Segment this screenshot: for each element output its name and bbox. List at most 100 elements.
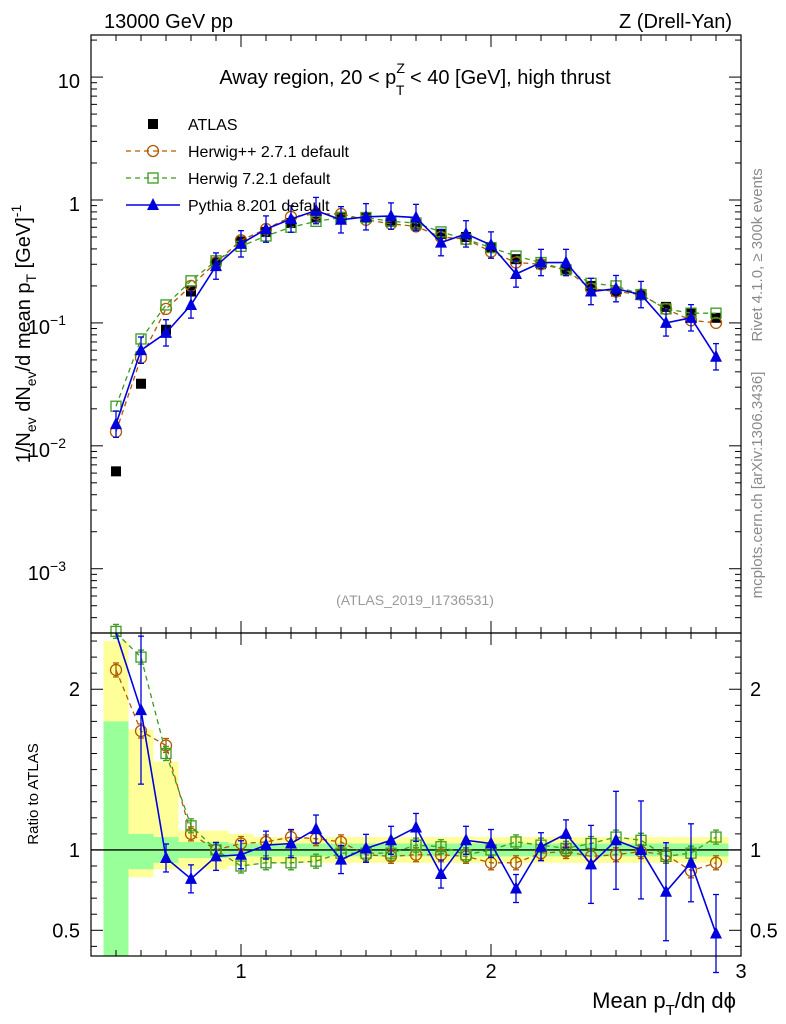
y-tick-label-1: 1 (69, 194, 80, 216)
ratio-pythia-8-201-default-point-2 (160, 850, 172, 863)
legend-pythia-8-201-default-label: Pythia 8.201 default (188, 198, 330, 215)
main-atlas-point-1 (136, 378, 146, 389)
main-pythia-8-201-default-point-23 (685, 310, 697, 323)
main-pythia-8-201-default-line (115, 209, 717, 425)
main-herwig-7-2-1-default-point-3 (185, 275, 197, 287)
main-pythia-8-201-default-point-2 (160, 325, 172, 338)
main-pythia-8-201-default-point-12 (410, 210, 422, 223)
ratio-pythia-8-201-default-point-14 (460, 833, 472, 846)
legend-atlas-marker (148, 119, 158, 129)
main-panel-tick-labels: 10 1 10−1 10−2 10−3 (28, 71, 80, 585)
main-pythia-8-201-default-point-24 (710, 349, 722, 362)
ratio-y-axis-label: Ratio to ATLAS (25, 743, 42, 844)
ratio-pythia-8-201-default-line (115, 632, 717, 934)
ratio-herwig-7-2-1-default-point-2 (160, 747, 172, 760)
main-herwig-2-7-1-default-line (115, 213, 717, 433)
ratio-pythia-8-201-default-point-22 (660, 884, 672, 897)
ratio-y-tick-label-right: 2 (750, 679, 761, 701)
main-herwig-7-2-1-default-line (115, 216, 716, 407)
main-herwig-2-7-1-default-point-24 (709, 316, 723, 330)
main-pythia-8-201-default-point-14 (460, 226, 472, 239)
ratio-herwig-2-7-1-default-point-24 (709, 856, 723, 869)
ratio-herwig-7-2-1-default-point-8 (310, 855, 322, 867)
main-pythia-8-201-default-point-17 (535, 255, 547, 268)
y-tick-label-1e-3: 10−3 (28, 558, 66, 585)
main-panel-data (109, 196, 723, 477)
legend-herwig-7-2-1-default-label: Herwig 7.2.1 default (188, 171, 331, 188)
main-atlas-point-22 (661, 301, 671, 312)
main-herwig-2-7-1-default-point-2 (159, 302, 173, 316)
main-herwig-7-2-1-default-point-24 (710, 307, 722, 319)
analysis-watermark: (ATLAS_2019_I1736531) (336, 592, 494, 608)
ratio-herwig-2-7-1-default-point-0 (109, 663, 123, 677)
header-process-label: Z (Drell-Yan) (619, 11, 732, 33)
ratio-pythia-8-201-default-point-15 (485, 836, 497, 849)
ratio-panel-ticks (90, 633, 742, 956)
ratio-pythia-8-201-default-point-24 (710, 926, 722, 939)
main-pythia-8-201-default-point-22 (660, 315, 672, 328)
main-pythia-8-201-default-point-8 (310, 203, 322, 216)
ratio-pythia-8-201-default-point-20 (610, 833, 622, 846)
ratio-y-tick-label-left: 2 (69, 679, 80, 701)
ratio-herwig-7-2-1-default-point-16 (510, 836, 522, 848)
ratio-pythia-8-201-default-point-11 (385, 833, 397, 846)
main-pythia-8-201-default-point-9 (335, 212, 347, 225)
ratio-pythia-8-201-default-point-23 (685, 855, 697, 868)
x-tick-label: 1 (235, 961, 246, 983)
band-green-0 (103, 721, 129, 956)
main-pythia-8-201-default-point-4 (210, 259, 222, 272)
y-axis-label: 1/Nev dNev/d mean pT [GeV]-1 (8, 205, 39, 464)
main-panel: 10 1 10−1 10−2 10−3 Away region, 20 < pZ… (8, 34, 742, 634)
plot-title: Away region, 20 < pZ T < 40 [GeV], high t… (219, 60, 611, 98)
ratio-pythia-8-201-default-point-21 (635, 842, 647, 855)
ratio-uncertainty-bands (91, 641, 741, 956)
main-pythia-8-201-default-point-20 (610, 281, 622, 294)
main-herwig-7-2-1-default-point-2 (160, 299, 172, 311)
ratio-herwig-2-7-1-default-point-16 (509, 856, 523, 869)
main-pythia-8-201-default-point-11 (385, 209, 397, 222)
x-axis-label: Mean pT/dη dϕ (592, 988, 736, 1019)
ratio-pythia-8-201-default-point-12 (410, 820, 422, 833)
ratio-pythia-8-201-default-point-1 (135, 703, 147, 716)
ratio-pythia-8-201-default-point-3 (185, 871, 197, 884)
legend-herwig-7-2-1-default-marker (147, 172, 159, 184)
ratio-panel-data (109, 623, 723, 974)
ratio-y-tick-label-left: 1 (69, 840, 80, 862)
main-pythia-8-201-default-point-13 (435, 235, 447, 248)
main-pythia-8-201-default-point-5 (235, 236, 247, 249)
main-pythia-8-201-default-point-6 (260, 222, 272, 235)
ratio-pythia-8-201-default-point-19 (585, 857, 597, 870)
main-pythia-8-201-default-point-15 (485, 238, 497, 251)
main-pythia-8-201-default-point-1 (135, 343, 147, 356)
x-tick-label: 3 (735, 961, 746, 983)
main-pythia-8-201-default-point-21 (635, 287, 647, 300)
main-atlas-point-0 (111, 466, 121, 477)
ratio-pythia-8-201-default-point-10 (360, 841, 372, 854)
ratio-pythia-8-201-default-point-17 (535, 839, 547, 852)
ratio-panel-frame (90, 632, 742, 957)
x-tick-label: 2 (485, 961, 496, 983)
legend-herwig-2-7-1-default-marker (146, 144, 160, 158)
ratio-panel: 0.5 0.5 1 1 2 2 1 2 3 Ratio to ATLAS Mean pT/dη … (25, 623, 778, 1019)
ratio-y-tick-label-right: 0.5 (750, 920, 778, 942)
ratio-pythia-8-201-default-point-8 (310, 822, 322, 835)
ratio-herwig-7-2-1-default-point-24 (710, 831, 722, 843)
ratio-y-tick-label-left: 0.5 (52, 920, 80, 942)
ratio-y-tick-label-right: 1 (750, 840, 761, 862)
legend-atlas-label: ATLAS (188, 117, 238, 134)
legend-herwig-2-7-1-default-label: Herwig++ 2.7.1 default (188, 144, 350, 161)
ratio-pythia-8-201-default-point-16 (510, 881, 522, 894)
ratio-pythia-8-201-default-point-13 (435, 867, 447, 880)
main-pythia-8-201-default-point-10 (360, 209, 372, 222)
legend-pythia-8-201-default-marker (147, 198, 159, 210)
main-pythia-8-201-default-point-18 (560, 255, 572, 268)
header-collision-label: 13000 GeV pp (104, 11, 233, 33)
main-pythia-8-201-default-point-16 (510, 266, 522, 279)
ratio-pythia-8-201-default-point-5 (235, 847, 247, 860)
ratio-herwig-7-2-1-default-point-0 (110, 625, 122, 638)
ratio-pythia-8-201-default-point-18 (560, 826, 572, 839)
band-green-1 (128, 833, 154, 870)
main-atlas-point-16 (511, 254, 521, 265)
rivet-version-label: Rivet 4.1.0, ≥ 300k events (749, 168, 766, 341)
